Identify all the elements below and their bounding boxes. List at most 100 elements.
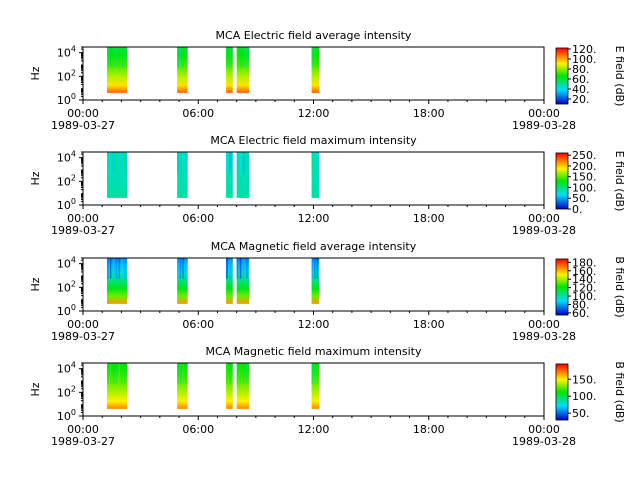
x-tick-label: 06:00 xyxy=(182,318,214,331)
spectrogram-texture xyxy=(109,363,112,384)
spectrogram-segment xyxy=(177,258,188,304)
y-tick-base: 10 xyxy=(57,70,71,83)
x-tick-label: 00:00 xyxy=(67,423,99,436)
spectrogram-texture xyxy=(242,363,245,384)
chart-panel-1: MCA Electric field average intensity1001… xyxy=(29,29,626,132)
x-tick-date: 1989-03-28 xyxy=(512,119,576,132)
spectrogram-texture xyxy=(236,152,239,173)
x-tick-label: 12:00 xyxy=(298,423,330,436)
spectrogram-texture xyxy=(314,152,316,173)
y-tick-base: 10 xyxy=(57,363,71,376)
spectrogram-texture xyxy=(182,258,184,279)
colorbar-tick-label: 50. xyxy=(572,407,590,420)
spectrogram-texture xyxy=(311,363,313,384)
spectrogram-texture xyxy=(182,47,184,68)
colorbar-tick-label: 0. xyxy=(572,203,583,216)
x-tick-date: 1989-03-28 xyxy=(512,224,576,237)
spectrogram-texture xyxy=(115,258,118,279)
spectrogram-texture xyxy=(112,47,115,68)
colorbar-tick-label: 120. xyxy=(572,282,597,295)
spectrogram-texture xyxy=(115,47,118,68)
spectrogram-texture xyxy=(246,258,248,279)
spectrogram-texture xyxy=(316,363,318,384)
spectrogram-texture xyxy=(179,258,182,279)
y-tick-base: 10 xyxy=(57,305,71,318)
spectrogram-texture xyxy=(182,152,184,173)
y-tick-base: 10 xyxy=(57,410,71,423)
colorbar-tick-label: 60. xyxy=(572,307,590,320)
y-tick-base: 10 xyxy=(57,199,71,212)
colorbar-tick-label: 250. xyxy=(572,149,597,162)
spectrogram-texture xyxy=(226,47,228,68)
spectrogram-texture xyxy=(115,363,118,384)
colorbar-label: E field (dB) xyxy=(613,151,626,212)
spectrogram-texture xyxy=(229,152,232,173)
colorbar xyxy=(555,258,569,316)
spectrogram-texture xyxy=(118,258,120,279)
y-tick-base: 10 xyxy=(57,94,71,107)
spectrogram-texture xyxy=(242,47,245,68)
spectrogram-texture xyxy=(112,363,115,384)
colorbar-tick-label: 50. xyxy=(572,192,590,205)
chart-title: MCA Electric field maximum intensity xyxy=(210,134,417,147)
spectrogram-texture xyxy=(236,258,239,279)
colorbar-tick-label: 20. xyxy=(572,93,590,106)
colorbar-tick-label: 140. xyxy=(572,273,597,286)
spectrogram-texture xyxy=(107,258,109,279)
x-tick-label: 18:00 xyxy=(413,423,445,436)
y-tick-label: 104 xyxy=(57,150,76,165)
x-tick-label: 12:00 xyxy=(298,318,330,331)
colorbar-tick-label: 80. xyxy=(572,63,590,76)
y-tick-label: 104 xyxy=(57,361,76,376)
x-tick-label: 00:00 xyxy=(528,107,560,120)
x-tick-date: 1989-03-27 xyxy=(51,330,115,343)
y-tick-exponent: 4 xyxy=(71,45,76,54)
y-tick-base: 10 xyxy=(57,258,71,271)
spectrogram-texture xyxy=(177,363,179,384)
spectrogram-texture xyxy=(109,47,112,68)
spectrogram-texture xyxy=(179,47,182,68)
spectrogram-texture xyxy=(107,363,109,384)
spectrogram-texture xyxy=(185,152,187,173)
spectrogram-texture xyxy=(229,47,232,68)
spectrogram-texture xyxy=(316,47,318,68)
spectrogram-texture xyxy=(118,47,120,68)
spectrogram-texture xyxy=(242,152,245,173)
y-tick-exponent: 2 xyxy=(71,279,76,288)
spectrogram-texture xyxy=(121,258,123,279)
spectrogram-texture xyxy=(246,363,248,384)
y-axis-label: Hz xyxy=(29,66,42,80)
colorbar-tick-label: 40. xyxy=(572,83,590,96)
spectrogram-texture xyxy=(229,258,232,279)
spectrogram-texture xyxy=(109,258,112,279)
y-tick-label: 100 xyxy=(57,408,76,423)
colorbar-tick-label: 120. xyxy=(572,43,597,56)
x-tick-label: 18:00 xyxy=(413,107,445,120)
chart-panel-4: MCA Magnetic field maximum intensity1001… xyxy=(29,345,626,448)
spectrogram-texture xyxy=(121,152,123,173)
y-tick-label: 100 xyxy=(57,303,76,318)
spectrogram-texture xyxy=(118,363,120,384)
spectrogram-texture xyxy=(229,363,232,384)
y-tick-exponent: 4 xyxy=(71,361,76,370)
spectrogram-texture xyxy=(239,152,242,173)
spectrogram-texture xyxy=(109,152,112,173)
x-tick-date: 1989-03-27 xyxy=(51,224,115,237)
spectrogram-texture xyxy=(121,363,123,384)
spectrogram-texture xyxy=(311,47,313,68)
y-tick-exponent: 0 xyxy=(71,92,76,101)
spectrogram-texture xyxy=(185,258,187,279)
x-tick-date: 1989-03-28 xyxy=(512,435,576,448)
x-tick-date: 1989-03-27 xyxy=(51,435,115,448)
colorbar-label: B field (dB) xyxy=(613,361,626,422)
spectrogram-texture xyxy=(179,363,182,384)
chart-title: MCA Magnetic field maximum intensity xyxy=(206,345,422,358)
spectrogram-texture xyxy=(177,258,179,279)
colorbar-tick-label: 100. xyxy=(572,181,597,194)
y-tick-label: 102 xyxy=(57,279,76,294)
x-tick-label: 00:00 xyxy=(528,212,560,225)
x-tick-date: 1989-03-27 xyxy=(51,119,115,132)
colorbar-tick-label: 80. xyxy=(572,298,590,311)
spectrogram-texture xyxy=(311,258,313,279)
y-tick-base: 10 xyxy=(57,47,71,60)
